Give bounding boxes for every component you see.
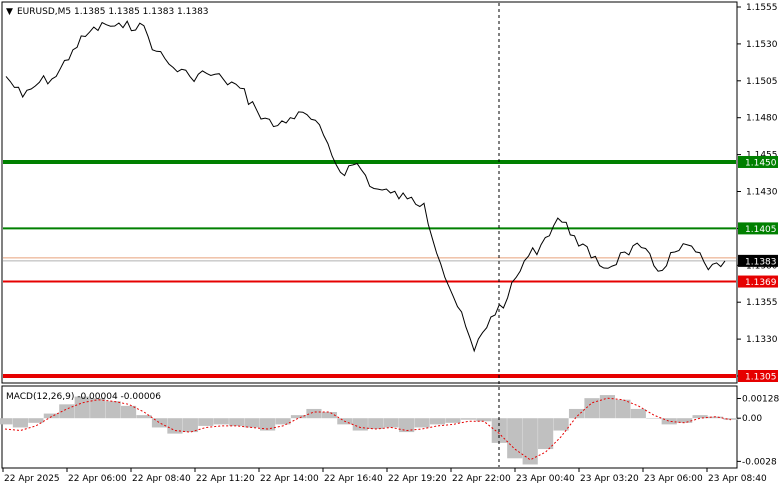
price-tick-label: 1.1430 [746, 188, 778, 198]
macd-histogram-bar [723, 418, 739, 420]
macd-histogram-bar [120, 405, 137, 419]
macd-histogram-bar [167, 418, 183, 434]
time-tick-label: 22 Apr 19:20 [388, 474, 447, 484]
macd-histogram-bar [59, 404, 75, 419]
price-tick-label: 1.1505 [746, 77, 778, 87]
time-tick-label: 22 Apr 22:00 [452, 474, 511, 484]
macd-histogram-bar [90, 398, 106, 419]
macd-histogram-bar [646, 418, 662, 419]
macd-histogram-bar [399, 418, 415, 433]
macd-histogram-bar [136, 415, 152, 419]
support-level-label: 1.1369 [745, 278, 777, 288]
macd-histogram-bar [677, 418, 693, 423]
main-plot-frame [1, 1, 738, 384]
macd-histogram-bar [522, 418, 538, 465]
support-level-badge [738, 370, 778, 382]
macd-histogram-bar [429, 418, 446, 425]
macd-histogram-bar [692, 415, 708, 419]
macd-histogram-bar [383, 418, 399, 428]
resistance-level-badge [738, 155, 778, 168]
macd-tick-label: -0.0028 [742, 457, 777, 467]
symbol-header: EURUSD,M5 1.1385 1.1385 1.1383 1.1383 [17, 7, 209, 17]
macd-histogram-bar [584, 398, 600, 419]
level-badges: 1.1450 1.1405 1.1369 1.1305 1.1383 [738, 155, 778, 383]
macd-histogram-bar [630, 408, 646, 419]
macd-histogram-bar [151, 418, 168, 428]
bid-label: 1.1383 [745, 257, 777, 267]
bid-badge [738, 254, 778, 267]
time-tick-label: 22 Apr 11:20 [196, 474, 255, 484]
macd-histogram-bar [244, 418, 260, 428]
macd-layer [0, 395, 739, 465]
macd-histogram-bar [538, 418, 554, 450]
macd-axis: 0.00128 0.00 -0.0028 [737, 394, 779, 467]
resistance-level-label: 1.1405 [745, 225, 777, 235]
macd-histogram-bar [260, 418, 276, 431]
price-tick-label: 1.1355 [746, 298, 778, 308]
price-tick-label: 1.1455 [746, 151, 778, 161]
support-level-badge [738, 275, 778, 288]
macd-histogram-bar [445, 418, 461, 423]
time-axis: 22 Apr 2025 22 Apr 06:00 22 Apr 08:40 22 Ap… [2, 468, 767, 484]
macd-histogram-bar [28, 418, 44, 423]
macd-histogram-bar [507, 418, 523, 459]
header-arrow-icon[interactable]: ▼ [6, 7, 13, 17]
macd-histogram-bar [275, 418, 291, 425]
macd-histogram-bar [43, 413, 59, 419]
macd-histogram-bar [0, 418, 13, 425]
macd-tick-label: 0.00128 [742, 394, 779, 404]
macd-histogram-bar [182, 418, 198, 433]
macd-histogram-bar [74, 396, 90, 419]
macd-histogram-bar [553, 418, 569, 431]
time-tick-label: 22 Apr 2025 [4, 474, 60, 484]
price-series-line [5, 20, 726, 353]
macd-histogram-bar [615, 399, 631, 419]
macd-histogram-bar [321, 412, 337, 419]
macd-histogram-bar [599, 395, 616, 419]
macd-histogram-bar [460, 418, 476, 420]
price-tick-label: 1.1555 [746, 3, 778, 13]
price-tick-label: 1.1530 [746, 40, 778, 50]
macd-histogram-bar [306, 408, 322, 419]
macd-histogram-bar [414, 418, 430, 428]
time-tick-label: 22 Apr 16:40 [324, 474, 383, 484]
macd-histogram-bar [352, 418, 368, 431]
macd-histogram-bar [198, 418, 214, 426]
macd-histogram-bar [568, 408, 585, 419]
time-tick-label: 23 Apr 03:20 [580, 474, 639, 484]
macd-histogram-bar [213, 418, 229, 425]
time-tick-label: 23 Apr 00:40 [516, 474, 575, 484]
time-tick-label: 23 Apr 06:00 [644, 474, 703, 484]
macd-histogram-bar [707, 416, 724, 419]
macd-tick-label: 0.00 [742, 414, 762, 424]
time-tick-label: 23 Apr 08:40 [708, 474, 767, 484]
support-level-label: 1.1305 [745, 373, 777, 383]
resistance-level-badge [738, 222, 778, 235]
price-tick-label: 1.1480 [746, 114, 778, 124]
time-tick-label: 22 Apr 08:40 [132, 474, 191, 484]
macd-header: MACD(12,26,9) -0.00004 -0.00006 [6, 392, 161, 402]
time-tick-label: 22 Apr 14:00 [260, 474, 319, 484]
macd-histogram-bar [476, 418, 492, 422]
macd-histogram-bar [661, 418, 677, 425]
macd-plot-frame [1, 385, 738, 469]
macd-histogram-bar [12, 418, 29, 428]
macd-histogram-bar [229, 418, 245, 426]
resistance-level-label: 1.1450 [745, 158, 777, 168]
time-tick-label: 22 Apr 06:00 [68, 474, 127, 484]
macd-histogram-bar [368, 418, 384, 429]
price-layer [5, 20, 726, 353]
macd-signal-line [4, 397, 732, 461]
price-tick-label: 1.1330 [746, 335, 778, 345]
levels-layer [3, 159, 736, 378]
macd-histogram-bar [290, 415, 307, 419]
macd-histogram-bar [105, 401, 121, 419]
